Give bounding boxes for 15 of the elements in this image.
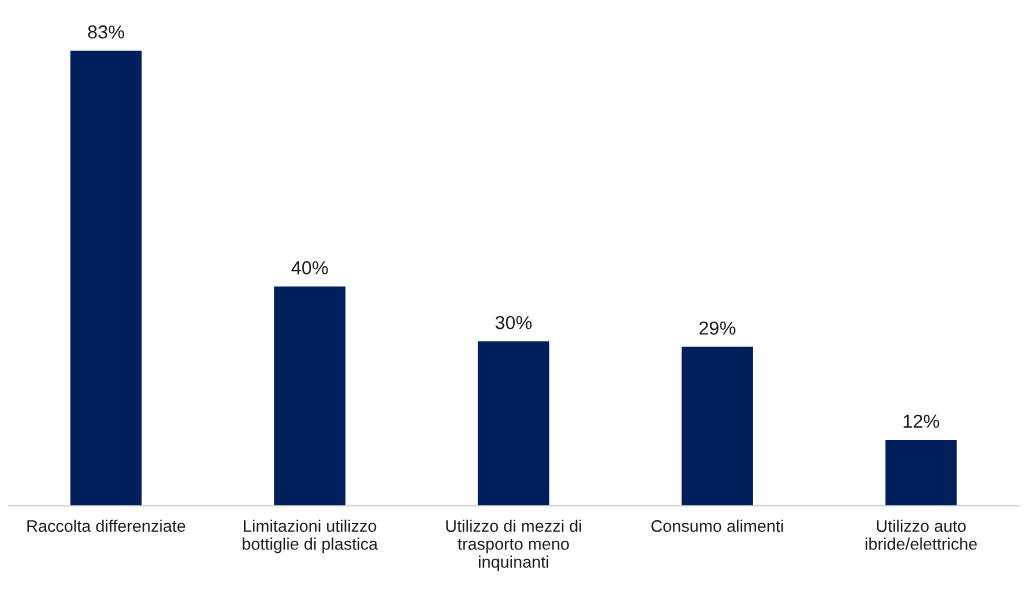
bar [681, 346, 753, 506]
x-tick-label: Utilizzo di mezzi di trasporto meno inquinanti [446, 519, 581, 572]
x-tick-label: Consumo alimenti [651, 519, 783, 532]
data-label: 12% [903, 414, 940, 428]
bar [885, 439, 957, 506]
x-tick-label: Raccolta differenziate [27, 519, 186, 532]
data-label: 83% [88, 25, 125, 39]
x-tick-label: Limitazioni utilizzo bottiglie di plastica [242, 519, 378, 554]
bar [70, 50, 142, 506]
bar [274, 286, 346, 506]
data-label: 29% [699, 321, 736, 335]
data-label: 40% [291, 261, 328, 275]
data-label: 30% [495, 315, 532, 330]
x-tick-label: Utilizzo auto ibride/elettriche [865, 519, 977, 550]
bar [477, 341, 550, 506]
